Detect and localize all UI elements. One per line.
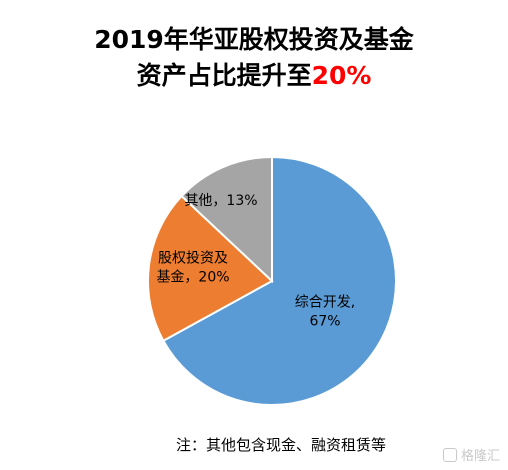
pie-slice-label-line: 综合开发,: [295, 295, 355, 311]
pie-slice-label-line: 其他，13%: [184, 193, 257, 209]
gelonghui-logo-icon: [442, 447, 457, 462]
chart-title-line1: 2019年华亚股权投资及基金: [94, 25, 414, 54]
pie-slice-1: [147, 194, 274, 343]
pie-slice-label-0: 综合开发, 67%: [295, 295, 355, 330]
pie-slice-label-2: 其他，13%: [184, 193, 257, 209]
pie-slice-label-line: 股权投资及: [158, 251, 228, 267]
pie-slice-label-line: 67%: [309, 314, 340, 330]
pie-slice-2: [180, 155, 273, 284]
chart-title-highlight: 20%: [311, 61, 372, 90]
chart-note: 注：其他包含现金、融资租赁等: [176, 436, 387, 454]
pie-slice-label-line: 基金，20%: [156, 269, 229, 286]
pie-slice-0: [161, 155, 397, 406]
chart-title-prefix: 资产占比提升至: [136, 61, 312, 90]
pie-slice-label-1: 股权投资及基金，20%: [156, 251, 229, 286]
watermark-text: 格隆汇: [460, 449, 500, 464]
watermark: 格隆汇: [442, 445, 500, 464]
chart-title-line2: 资产占比提升至20%: [0, 58, 508, 94]
